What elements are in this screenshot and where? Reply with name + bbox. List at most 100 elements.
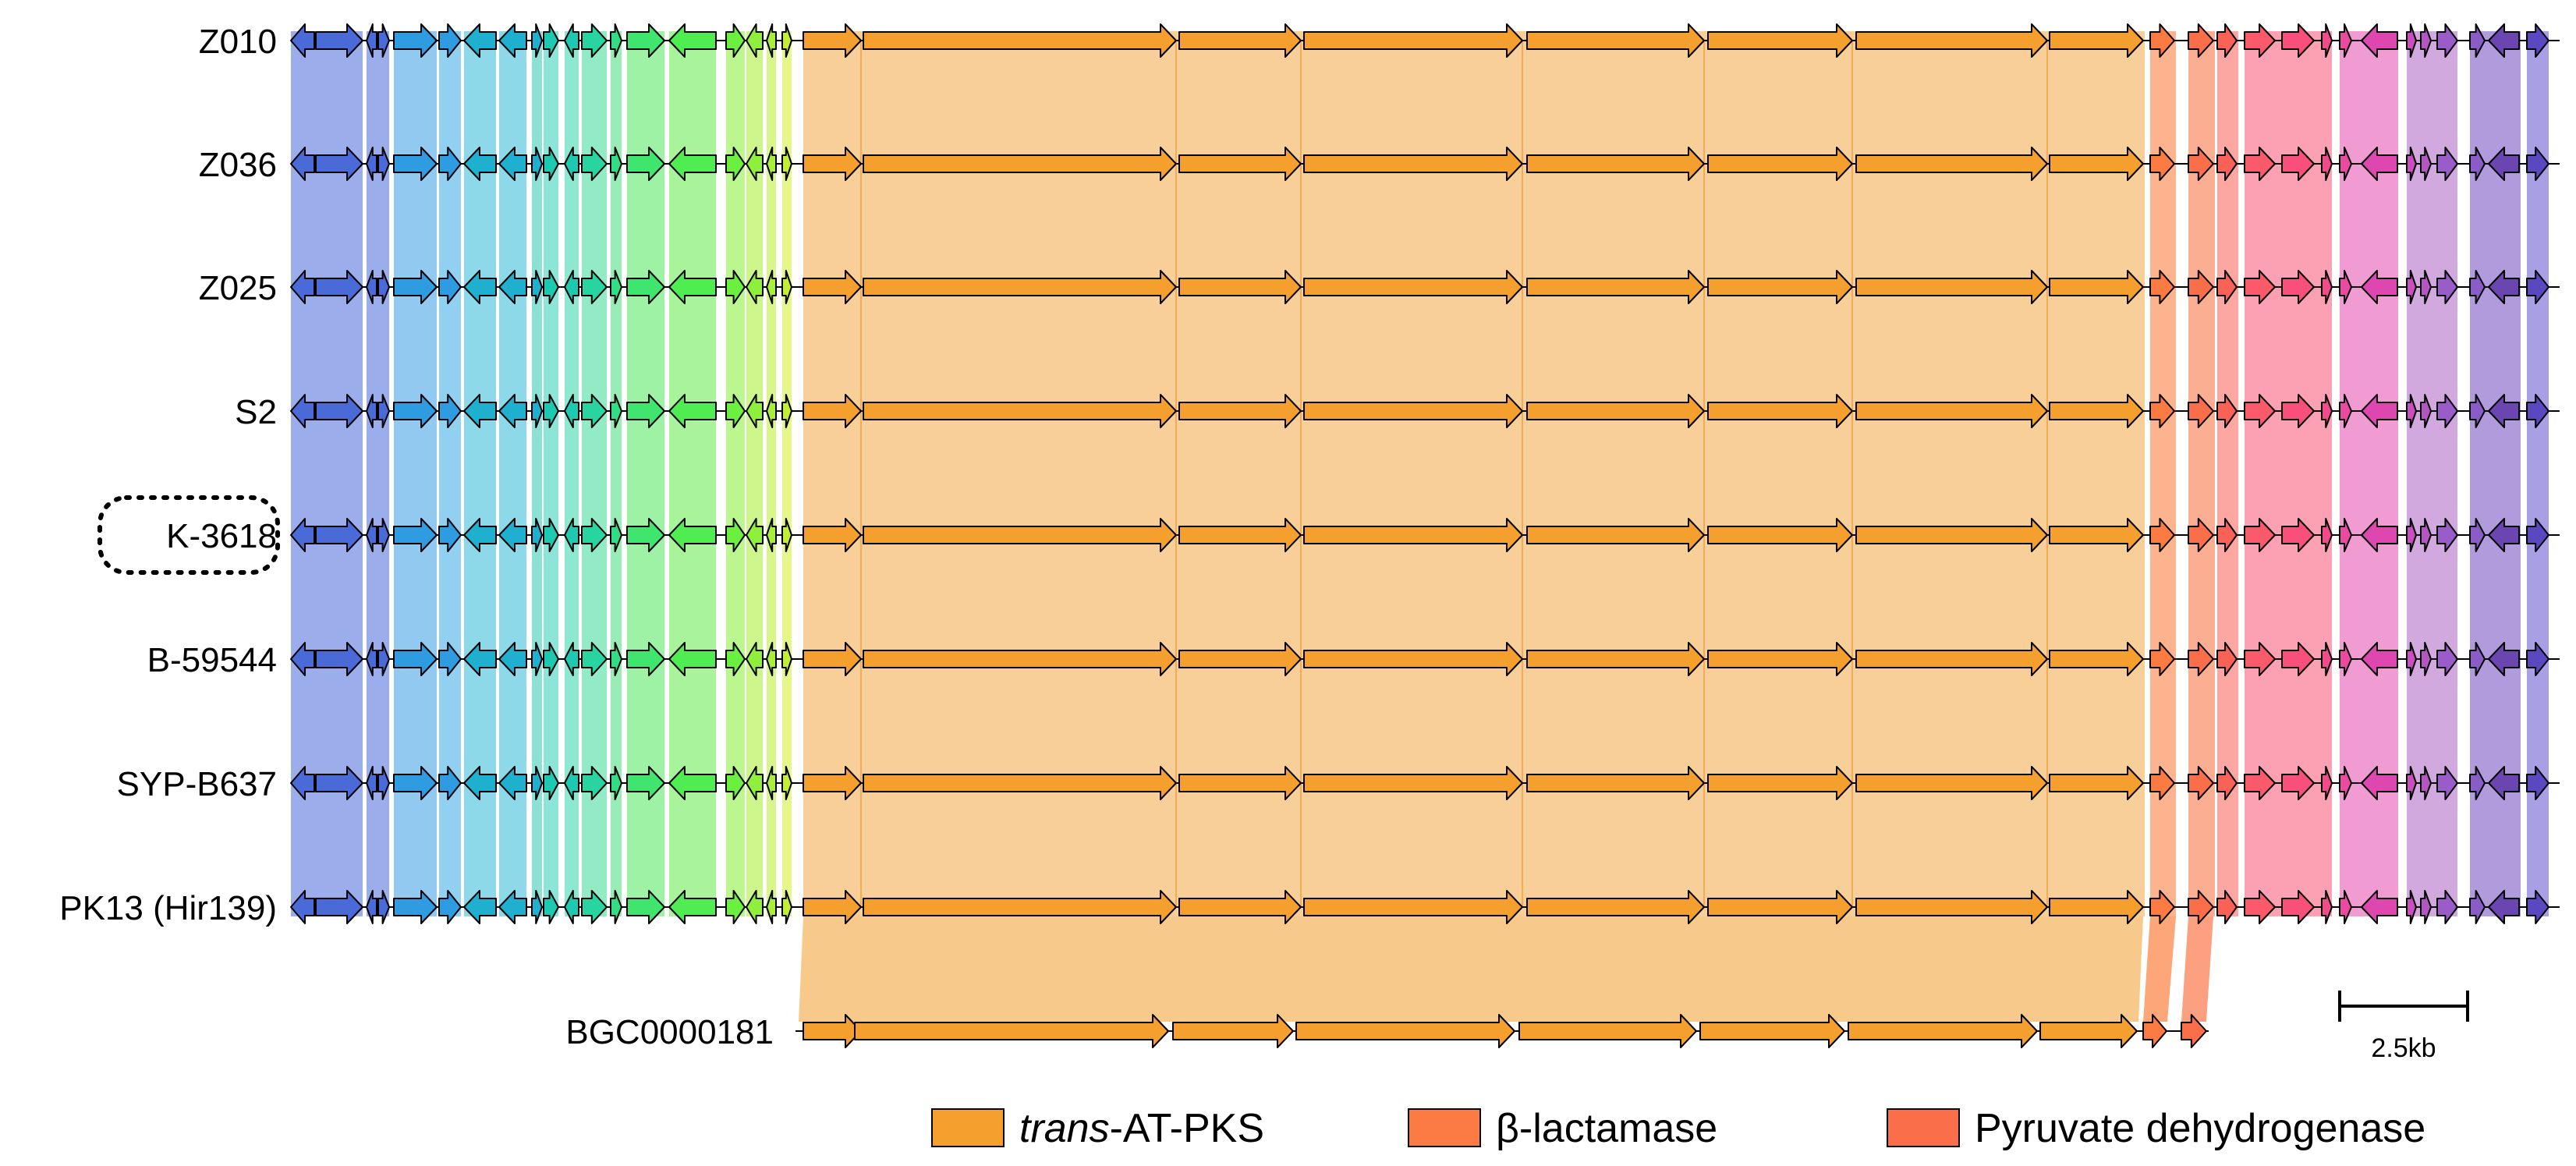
gene-arrow xyxy=(498,394,527,428)
gene-arrow xyxy=(463,642,497,676)
gene-arrow xyxy=(2049,147,2144,181)
gene-arrow xyxy=(2216,270,2238,304)
homology-band xyxy=(627,31,664,916)
gene-arrow xyxy=(781,147,792,181)
gene-arrow xyxy=(803,766,862,800)
gene-arrow xyxy=(1303,23,1523,58)
gene-arrow xyxy=(2420,766,2432,800)
gene-arrow xyxy=(377,23,390,58)
legend-swatch-pks xyxy=(931,1108,1005,1147)
gene-arrow xyxy=(531,394,543,428)
gene-arrow xyxy=(2469,394,2486,428)
gene-arrow xyxy=(1178,766,1302,800)
gene-arrow xyxy=(725,890,746,924)
cluster-tracks xyxy=(290,23,2560,924)
homology-band xyxy=(611,31,622,916)
gene-arrow xyxy=(581,147,608,181)
gene-arrow xyxy=(2420,518,2432,552)
gene-arrow xyxy=(2321,642,2333,676)
gene-arrow xyxy=(781,642,792,676)
gene-arrow xyxy=(863,147,1177,181)
gene-arrow xyxy=(2321,147,2333,181)
gene-arrow xyxy=(377,270,390,304)
gene-arrow xyxy=(315,394,363,428)
scale-bar-label: 2.5kb xyxy=(2371,1033,2436,1063)
legend-swatch-beta-lactamase xyxy=(1408,1108,1481,1147)
gene-arrow xyxy=(863,23,1177,58)
gene-arrow xyxy=(290,890,315,924)
gene-arrow xyxy=(438,766,462,800)
gene-arrow xyxy=(2488,518,2520,552)
cluster-label: B-59544 xyxy=(147,641,277,679)
gene-arrow xyxy=(2339,147,2352,181)
gene-arrow xyxy=(2049,766,2144,800)
gene-arrow xyxy=(393,642,438,676)
gene-arrow xyxy=(366,23,377,58)
gene-arrow xyxy=(2488,147,2520,181)
gene-arrow xyxy=(668,642,717,676)
gene-arrow xyxy=(438,518,462,552)
gene-arrow xyxy=(2244,518,2276,552)
gene-arrow xyxy=(315,147,363,181)
legend-item-pyruvate-dehydrogenase: Pyruvate dehydrogenase xyxy=(1887,1106,2425,1151)
gene-arrow xyxy=(581,518,608,552)
homology-band xyxy=(669,31,716,916)
gene-arrow xyxy=(1303,766,1523,800)
gene-arrow xyxy=(2361,23,2398,58)
gene-arrow xyxy=(393,270,438,304)
gene-arrow xyxy=(366,147,377,181)
gene-arrow xyxy=(366,766,377,800)
gene-arrow xyxy=(766,766,777,800)
gene-arrow xyxy=(1855,394,2048,428)
gene-arrow xyxy=(610,518,622,552)
gene-arrow xyxy=(2361,890,2398,924)
gene-arrow xyxy=(1178,270,1302,304)
gene-arrow xyxy=(290,766,315,800)
gene-arrow xyxy=(2361,394,2398,428)
gene-arrow xyxy=(543,766,559,800)
gene-arrow xyxy=(2281,890,2315,924)
cluster-label: S2 xyxy=(235,393,277,431)
gene-arrow xyxy=(626,766,665,800)
gene-arrow xyxy=(766,394,777,428)
gene-arrow xyxy=(781,890,792,924)
gene-arrow xyxy=(610,890,622,924)
gene-arrow xyxy=(2188,642,2214,676)
gene-arrow xyxy=(564,394,579,428)
reference-homology-band xyxy=(2181,916,2213,1022)
gene-arrow xyxy=(2244,766,2276,800)
gene-arrow xyxy=(2436,642,2458,676)
gene-arrow xyxy=(2216,766,2238,800)
gene-arrow xyxy=(315,518,363,552)
gene-arrow xyxy=(498,890,527,924)
gene-arrow xyxy=(2149,766,2175,800)
cluster-track-8 xyxy=(290,890,2560,924)
gene-arrow xyxy=(2339,766,2352,800)
gene-arrow xyxy=(2049,23,2144,58)
homology-band xyxy=(782,31,792,916)
gene-arrow xyxy=(2149,890,2175,924)
gene-arrow xyxy=(610,394,622,428)
gene-arrow xyxy=(393,394,438,428)
gene-arrow xyxy=(2049,642,2144,676)
reference-gene-arrow xyxy=(1172,1014,1294,1048)
gene-arrow xyxy=(581,642,608,676)
gene-arrow xyxy=(746,518,764,552)
gene-arrow xyxy=(315,890,363,924)
gene-arrow xyxy=(463,518,497,552)
gene-arrow xyxy=(393,890,438,924)
gene-arrow xyxy=(531,766,543,800)
gene-arrow xyxy=(393,766,438,800)
cluster-label: Z036 xyxy=(199,146,277,184)
gene-arrow xyxy=(668,270,717,304)
gene-arrow xyxy=(581,890,608,924)
gene-arrow xyxy=(315,23,363,58)
gene-arrow xyxy=(626,270,665,304)
gene-arrow xyxy=(610,642,622,676)
gene-arrow xyxy=(2321,766,2333,800)
gene-arrow xyxy=(377,890,390,924)
gene-arrow xyxy=(366,518,377,552)
gene-arrow xyxy=(438,147,462,181)
gene-arrow xyxy=(498,270,527,304)
gene-arrow xyxy=(766,23,777,58)
